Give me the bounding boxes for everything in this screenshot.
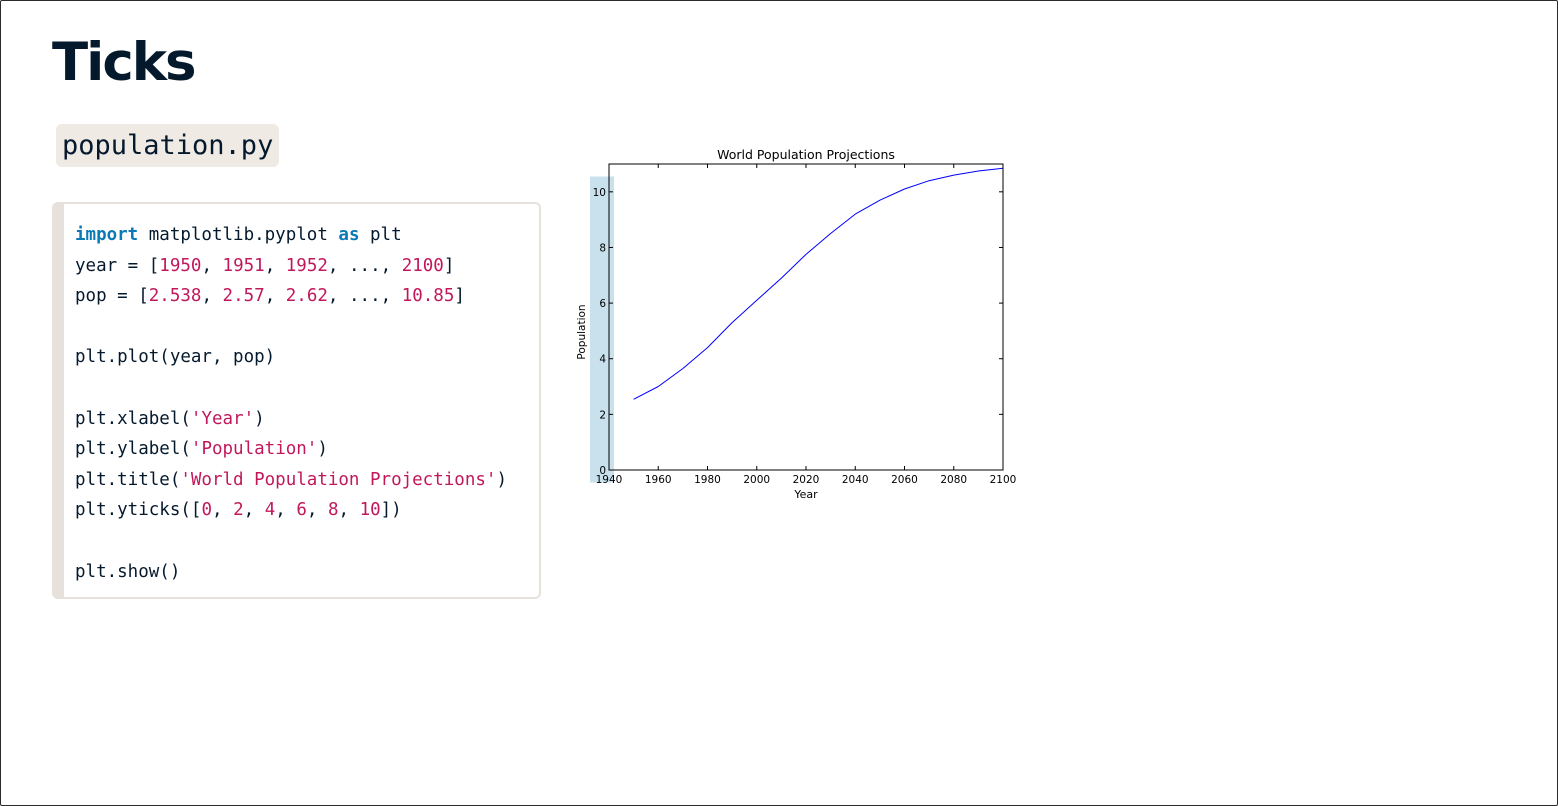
population-line-chart: World Population Projections Year Popula…: [576, 147, 1017, 501]
code-token: ,: [201, 286, 223, 307]
x-axis-label: Year: [793, 488, 818, 501]
y-axis-label: Population: [576, 304, 588, 359]
code-token: 8: [327, 500, 339, 521]
x-tick-label: 2020: [793, 474, 820, 486]
code-token: ,: [264, 255, 286, 276]
code-token: pop = [: [75, 286, 149, 307]
code-blank-line: [75, 526, 539, 557]
code-token: plt.yticks([: [75, 500, 202, 521]
code-token: as: [338, 225, 360, 245]
code-token: 'World Population Projections': [180, 469, 497, 490]
code-token: ]: [454, 286, 465, 307]
x-tick-label: 2080: [940, 474, 967, 486]
ticks-layer: 1940 1960 1980 2000 2020 2040 2060 2080 2100 0 2 4 6…: [593, 164, 1017, 486]
x-tick-label: 2100: [990, 474, 1017, 486]
code-token: ,: [243, 500, 265, 521]
code-blank-line: [75, 312, 539, 343]
code-token: 2.62: [285, 286, 328, 307]
code-token: 0: [201, 500, 212, 521]
code-token: 2: [233, 500, 244, 521]
code-token: ,: [275, 500, 297, 521]
code-token: , ...,: [327, 286, 402, 307]
code-token: ,: [264, 286, 286, 307]
code-token: ): [317, 439, 328, 460]
x-tick-label: 1960: [645, 474, 672, 486]
code-token: 10.85: [401, 286, 455, 307]
y-tick-label: 0: [599, 465, 606, 477]
code-token: ]: [443, 255, 455, 276]
code-token: plt.xlabel(: [75, 408, 191, 429]
code-token: ,: [211, 500, 234, 521]
ytick-highlight: [590, 176, 614, 483]
code-token: 2100: [401, 255, 444, 276]
y-tick-label: 6: [599, 298, 606, 310]
code-line-9: plt.show(): [75, 561, 181, 582]
x-tick-label: 1940: [596, 474, 623, 486]
x-tick-label: 2060: [891, 474, 918, 486]
code-token: ]): [380, 500, 402, 521]
code-line-4: plt.plot(year, pop): [75, 347, 276, 368]
code-line-1: import matplotlib.pyplot as plt: [75, 220, 539, 251]
series-line: [633, 167, 1004, 400]
y-tick-label: 2: [599, 409, 606, 421]
code-block: import matplotlib.pyplot as plt year = [1…: [52, 202, 541, 599]
x-tick-label: 2040: [842, 474, 869, 486]
filename-label: population.py: [56, 124, 280, 167]
code-token: ,: [306, 500, 328, 521]
code-token: , ...,: [327, 255, 402, 276]
code-token: 1950: [159, 255, 202, 276]
y-tick-label: 4: [599, 354, 606, 366]
chart-title: World Population Projections: [717, 147, 895, 162]
code-token: 'Population': [190, 439, 318, 460]
code-token: 'Year': [190, 408, 255, 429]
y-tick-label: 8: [599, 242, 606, 254]
code-line-8: plt.yticks([0, 2, 4, 6, 8, 10]): [75, 495, 539, 526]
code-token: plt: [359, 225, 402, 245]
code-line-6: plt.ylabel('Population'): [75, 434, 539, 465]
x-tick-label: 1980: [694, 474, 721, 486]
y-tick-label: 10: [593, 187, 606, 199]
code-token: 1952: [285, 255, 328, 276]
code-token: matplotlib.pyplot: [138, 225, 339, 245]
plot-frame: [608, 163, 1004, 471]
code-token: 2.57: [222, 286, 265, 307]
code-token: 1951: [222, 255, 265, 276]
code-line-5: plt.xlabel('Year'): [75, 404, 539, 435]
x-tick-label: 2000: [743, 474, 770, 486]
code-token: import: [75, 225, 139, 245]
code-blank-line: [75, 373, 539, 404]
code-token: plt.ylabel(: [75, 439, 191, 460]
code-token: year = [: [75, 255, 160, 276]
code-token: ,: [338, 500, 360, 521]
code-line-2: year = [1950, 1951, 1952, ..., 2100]: [75, 251, 539, 282]
code-line-7: plt.title('World Population Projections'…: [75, 465, 539, 496]
code-token: plt.title(: [75, 469, 181, 490]
code-token: ): [496, 469, 507, 490]
code-token: 4: [264, 500, 276, 521]
code-token: ): [254, 408, 265, 429]
code-content: import matplotlib.pyplot as plt year = [1…: [64, 204, 539, 587]
code-token: 6: [296, 500, 307, 521]
code-token: 10: [359, 500, 381, 521]
code-line-3: pop = [2.538, 2.57, 2.62, ..., 10.85]: [75, 281, 539, 312]
code-token: 2.538: [148, 286, 202, 307]
slide-title: Ticks: [52, 32, 197, 93]
code-token: ,: [201, 255, 223, 276]
